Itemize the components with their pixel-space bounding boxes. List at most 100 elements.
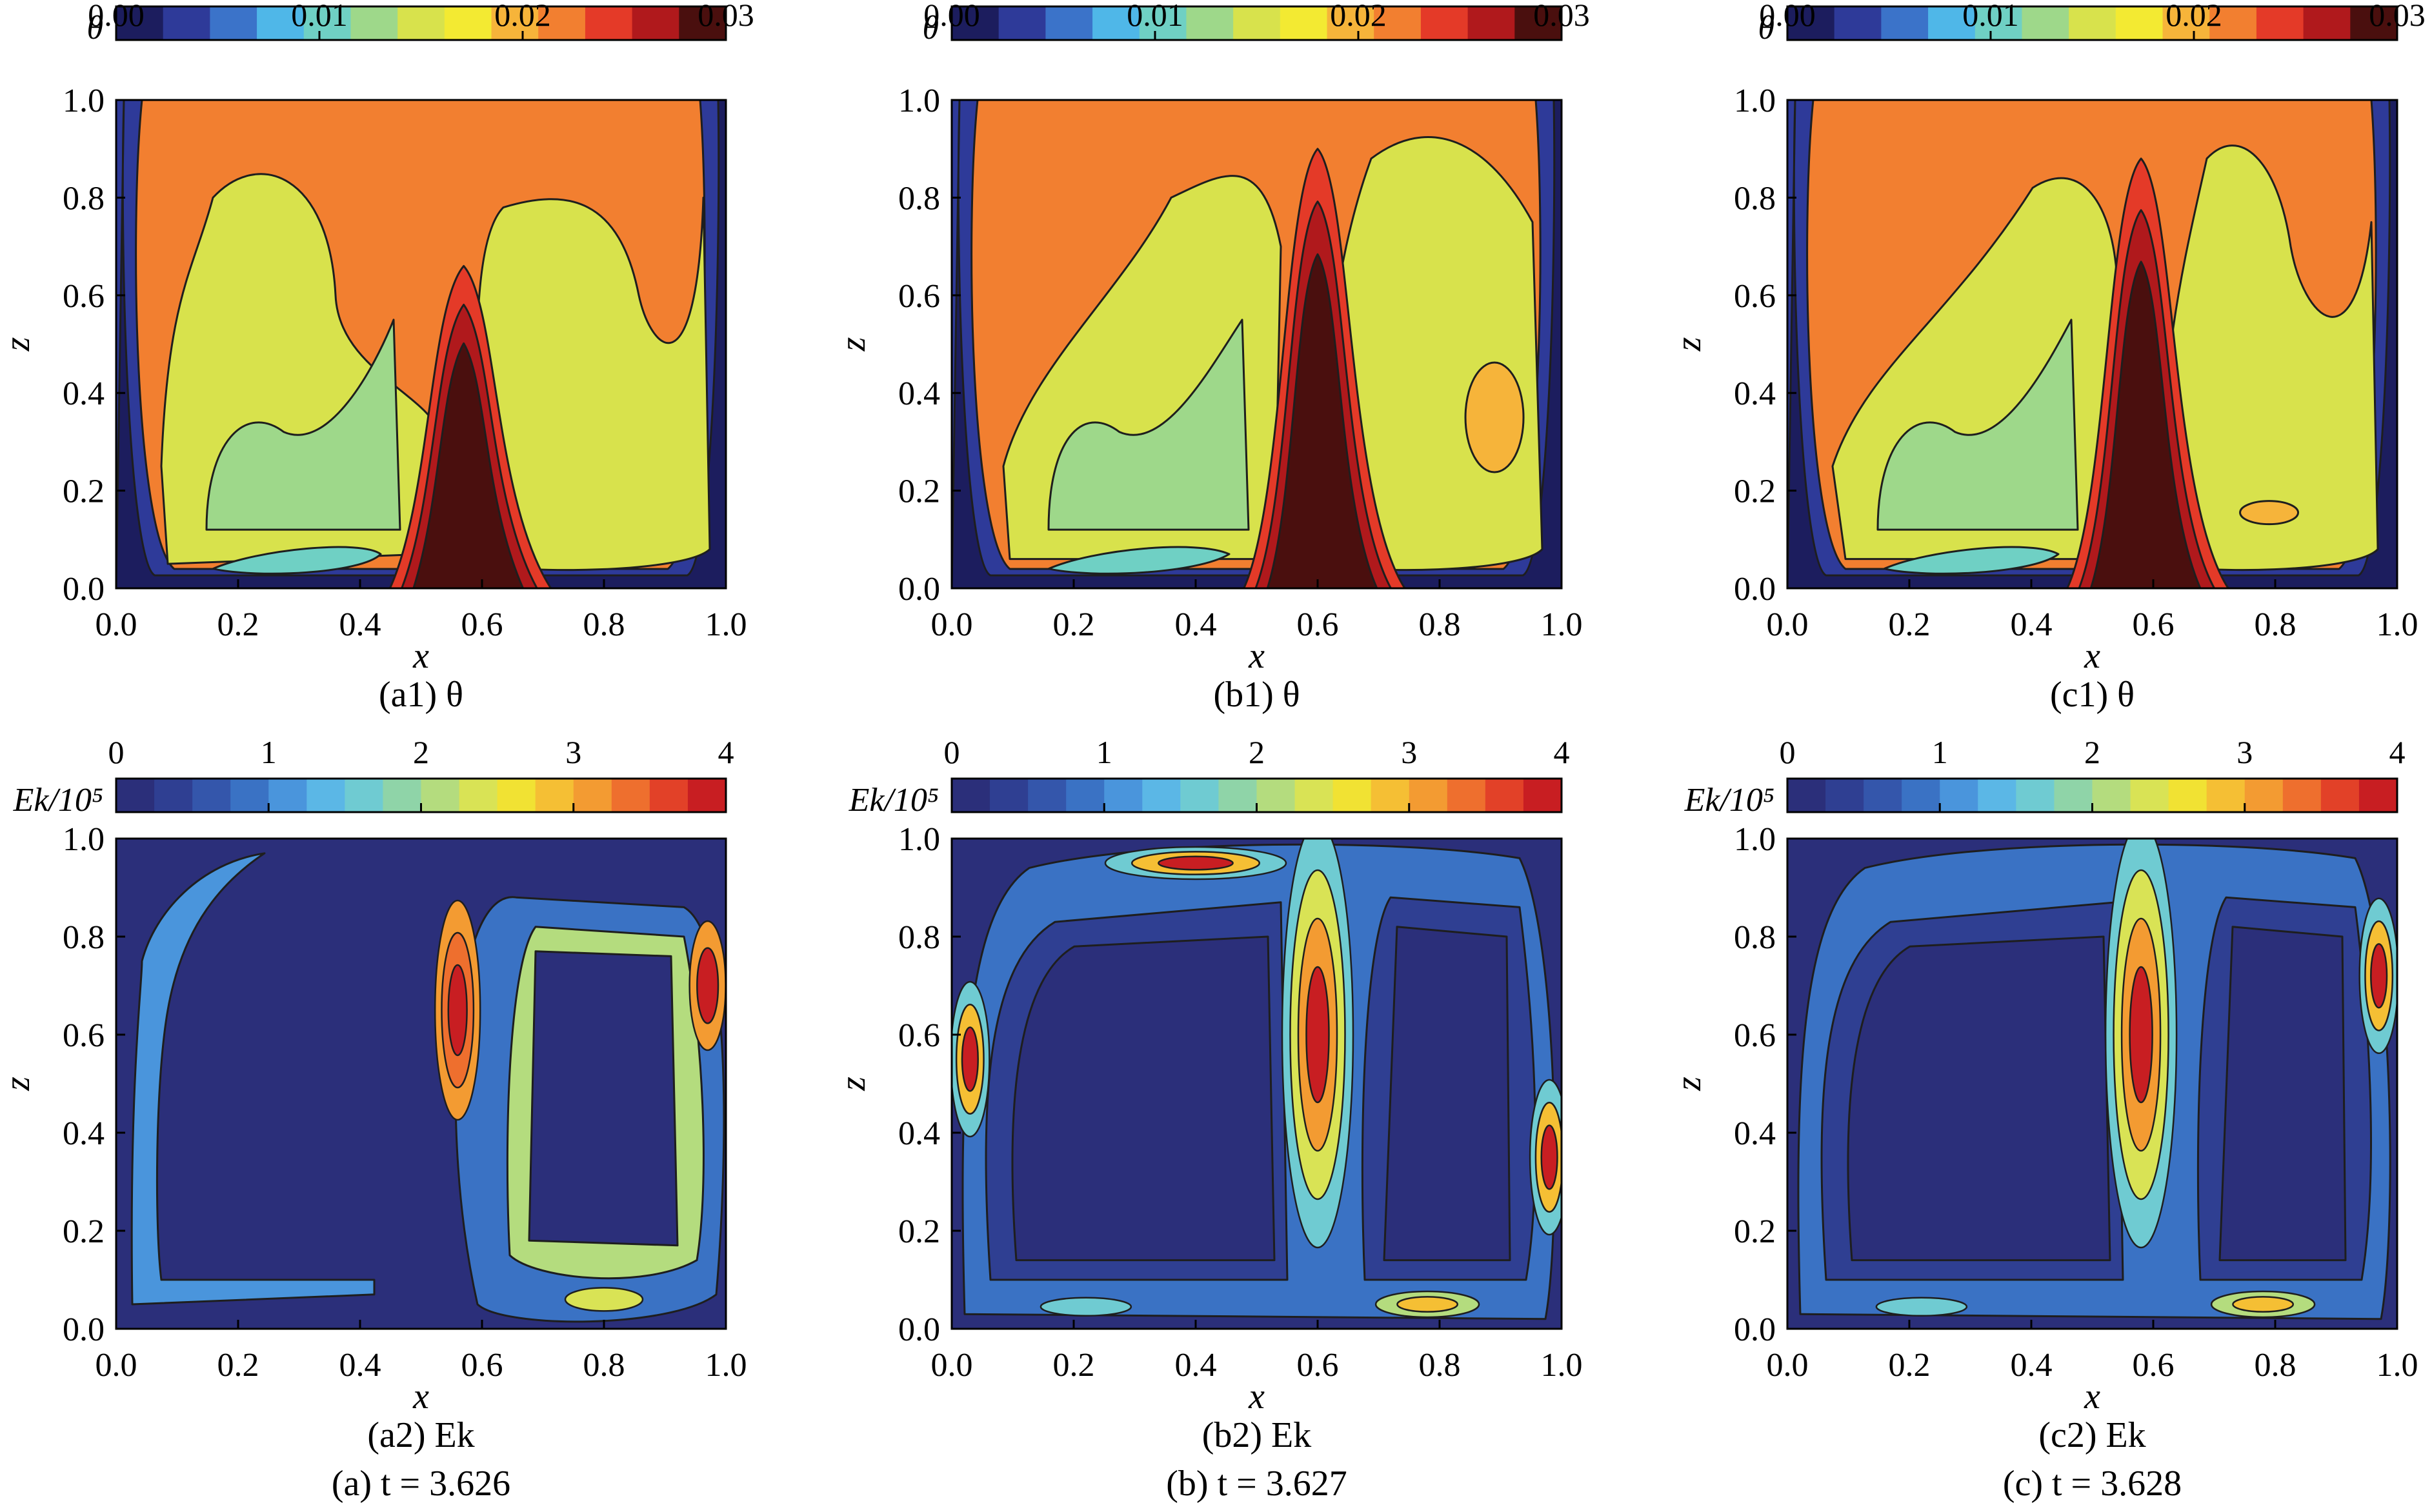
colorbar-swatch: [2054, 779, 2093, 812]
colorbar-swatch: [535, 779, 574, 812]
plot-frame: [115, 99, 727, 590]
colorbar-label: θ: [86, 10, 103, 46]
energy-peak-2-level-2: [961, 1026, 979, 1092]
y-tick-label: 0.8: [1734, 180, 1776, 217]
colorbar-swatch: [573, 779, 612, 812]
colorbar-tick-label: 0.03: [2369, 0, 2426, 33]
x-tick-label: 0.0: [95, 1347, 137, 1384]
y-tick-label: 0.0: [63, 571, 105, 608]
x-tick-label: 0.6: [461, 1347, 503, 1384]
x-tick-label: 1.0: [2377, 606, 2418, 643]
x-tick-label: 0.6: [1297, 1347, 1339, 1384]
y-tick-label: 0.2: [1734, 473, 1776, 510]
colorbar-swatch: [1139, 6, 1187, 40]
colorbar-tick-label: 0: [1780, 734, 1796, 770]
colorbar-swatch: [2092, 779, 2131, 812]
colorbar-swatch: [230, 779, 269, 812]
colorbar-swatch: [1092, 6, 1140, 40]
time-label: (b) t = 3.627: [1166, 1464, 1347, 1504]
colorbar-tick-label: 1: [261, 734, 277, 770]
colorbar-swatch: [1218, 779, 1258, 812]
y-tick-label: 0.2: [898, 473, 940, 510]
colorbar-swatch: [2022, 6, 2069, 40]
y-tick-label: 0.6: [898, 278, 940, 315]
x-axis-label: x: [1248, 1377, 1265, 1417]
colorbar-label: Ek/10⁵: [13, 782, 103, 819]
colorbar-swatch: [1420, 6, 1469, 40]
colorbar-tick-label: 3: [565, 734, 581, 770]
x-tick-label: 0.6: [2133, 606, 2175, 643]
bottom-peak-level-1: [2232, 1296, 2295, 1313]
colorbar-swatch: [421, 779, 460, 812]
colorbar-swatch: [1928, 6, 1976, 40]
colorbar-swatch: [1028, 779, 1067, 812]
y-tick-label: 0.4: [898, 375, 940, 412]
wall-cold-layer: [116, 100, 726, 588]
y-tick-label: 0.0: [898, 571, 940, 608]
colorbar-swatch: [1294, 779, 1334, 812]
x-tick-label: 0.6: [461, 606, 503, 643]
colorbar-swatch: [116, 779, 155, 812]
x-tick-label: 0.8: [1419, 1347, 1461, 1384]
colorbar-swatch: [1485, 779, 1524, 812]
colorbar-swatch: [632, 6, 679, 40]
hot-plume-level-2: [2089, 261, 2202, 588]
colorbar-swatch: [990, 779, 1029, 812]
x-tick-label: 1.0: [705, 1347, 747, 1384]
colorbar-swatch: [497, 779, 536, 812]
colorbar-swatch: [154, 779, 193, 812]
colorbar-swatch: [538, 6, 586, 40]
colorbar-swatch: [1233, 6, 1281, 40]
colorbar: 0.00 0.01 0.02 0.03 θ: [1758, 0, 2425, 46]
colorbar-swatch: [2244, 779, 2284, 812]
contour-layer: [116, 100, 726, 588]
y-tick-label: 0.6: [63, 278, 105, 315]
colorbar-swatch: [1327, 6, 1374, 40]
colorbar-swatch: [1881, 6, 1929, 40]
x-tick-label: 0.0: [1767, 606, 1809, 643]
colorbar-swatch: [2016, 779, 2055, 812]
y-tick-label: 0.2: [1734, 1213, 1776, 1250]
colorbar-swatch: [2130, 779, 2169, 812]
colorbar-swatch: [2320, 779, 2360, 812]
colorbar-swatch: [459, 779, 498, 812]
colorbar: 0 1 2 3 4 Ek/10⁵: [1684, 734, 2406, 819]
colorbar-swatch: [2069, 6, 2116, 40]
colorbar-tick-label: 2: [1249, 734, 1265, 770]
colorbar-tick-label: 4: [1554, 734, 1570, 770]
contour-layer: [1787, 100, 2397, 588]
y-tick-label: 0.2: [898, 1213, 940, 1250]
bottom-peak-level-0: [564, 1287, 644, 1312]
x-tick-label: 0.0: [95, 606, 137, 643]
x-tick-label: 0.8: [2255, 1347, 2296, 1384]
colorbar-tick-label: 2: [413, 734, 429, 770]
bottom-peak-level-1: [1396, 1296, 1459, 1313]
colorbar-swatch: [998, 6, 1046, 40]
colorbar-tick-label: 2: [2084, 734, 2100, 770]
y-tick-label: 0.2: [63, 1213, 105, 1250]
plot-frame: [950, 99, 1563, 590]
y-tick-label: 0.4: [63, 1115, 105, 1152]
wall-cold-layer: [1787, 100, 2397, 588]
colorbar-swatch: [2168, 779, 2207, 812]
panel-b1: 0.00 0.01 0.02 0.03 θ 0.0 0.2 0.4 0.6 0.8 1.0 0.0 0.…: [833, 0, 1590, 715]
y-tick-label: 0.6: [1734, 278, 1776, 315]
x-tick-label: 0.2: [1889, 1347, 1931, 1384]
panel-label: (a1) θ: [379, 675, 463, 715]
colorbar-swatch: [1864, 779, 1902, 812]
warm-spot: [1464, 361, 1525, 473]
x-axis-label: x: [412, 1377, 429, 1417]
colorbar-swatch: [1066, 779, 1105, 812]
x-tick-label: 1.0: [705, 606, 747, 643]
plot-area: [950, 837, 1563, 1330]
colorbar-swatch: [1142, 779, 1181, 812]
colorbar-swatch: [1514, 6, 1562, 40]
left-cell-core: [1876, 319, 2079, 531]
x-axis-label: x: [412, 636, 429, 676]
colorbar-swatch: [1902, 779, 1940, 812]
y-tick-label: 0.6: [63, 1017, 105, 1054]
x-tick-label: 0.4: [339, 1347, 381, 1384]
y-axis-label: z: [1669, 337, 1709, 352]
colorbar-swatch: [397, 6, 445, 40]
